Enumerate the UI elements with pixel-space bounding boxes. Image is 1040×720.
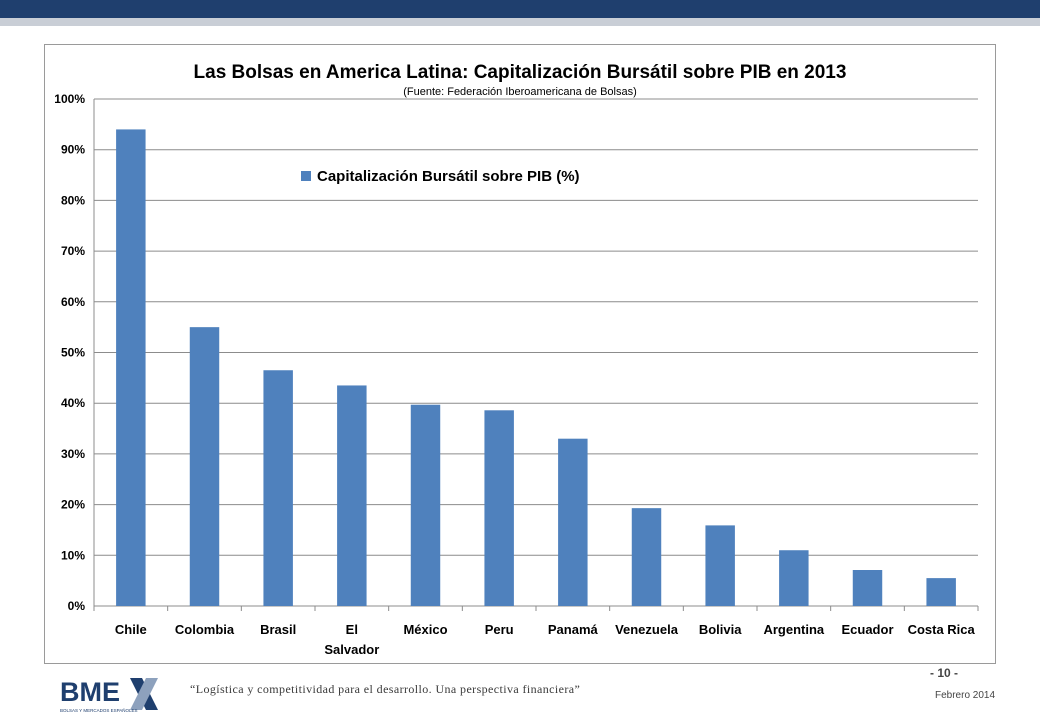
y-tick-label: 10% — [61, 548, 85, 562]
bar — [779, 550, 809, 606]
bar — [926, 578, 956, 606]
x-tick-label: Peru — [485, 622, 514, 637]
bar — [263, 370, 293, 606]
y-tick-label: 40% — [61, 396, 85, 410]
x-tick-label: Bolivia — [699, 622, 742, 637]
x-tick-label: Argentina — [763, 622, 824, 637]
bme-logo: BME BOLSAS Y MERCADOS ESPAÑOLES — [60, 677, 158, 713]
x-tick-label: El — [346, 622, 358, 637]
bar-chart: Las Bolsas en America Latina: Capitaliza… — [54, 62, 979, 657]
x-tick-label: Brasil — [260, 622, 296, 637]
x-tick-label: México — [403, 622, 447, 637]
bar — [337, 385, 367, 606]
x-tick-label: Chile — [115, 622, 147, 637]
chart-subtitle: (Fuente: Federación Iberoamericana de Bo… — [403, 86, 637, 98]
x-tick-label: Panamá — [548, 622, 599, 637]
y-tick-label: 60% — [61, 295, 85, 309]
bar — [189, 327, 220, 606]
x-tick-label: Colombia — [175, 622, 235, 637]
bar — [410, 404, 441, 606]
legend-label: Capitalización Bursátil sobre PIB (%) — [317, 168, 580, 185]
x-tick-label: Salvador — [324, 642, 379, 657]
y-tick-label: 30% — [61, 447, 85, 461]
bar — [558, 438, 588, 606]
chart-title: Las Bolsas en America Latina: Capitaliza… — [194, 62, 847, 83]
bar — [484, 410, 514, 606]
x-tick-label: Ecuador — [841, 622, 893, 637]
header-strip — [0, 18, 1040, 26]
header-bar — [0, 0, 1040, 18]
footer-quote: “Logística y competitividad para el desa… — [190, 682, 581, 696]
y-tick-label: 100% — [54, 92, 85, 106]
logo-subtext: BOLSAS Y MERCADOS ESPAÑOLES — [60, 707, 138, 713]
y-tick-label: 90% — [61, 143, 85, 157]
bar — [705, 525, 735, 606]
y-tick-label: 0% — [68, 599, 86, 613]
bar — [631, 508, 662, 606]
bar — [116, 129, 146, 607]
y-tick-label: 50% — [61, 346, 85, 360]
y-tick-label: 20% — [61, 498, 85, 512]
logo-text: BME — [60, 677, 120, 707]
x-tick-label: Venezuela — [615, 622, 679, 637]
x-tick-label: Costa Rica — [908, 622, 976, 637]
footer-date: Febrero 2014 — [935, 690, 996, 701]
page-number: - 10 - — [930, 666, 959, 680]
logo-x-mark — [130, 678, 158, 710]
y-tick-label: 70% — [61, 244, 85, 258]
legend-swatch — [301, 171, 311, 181]
bar — [852, 570, 883, 606]
y-tick-label: 80% — [61, 193, 85, 207]
chart-frame: Las Bolsas en America Latina: Capitaliza… — [44, 44, 996, 664]
